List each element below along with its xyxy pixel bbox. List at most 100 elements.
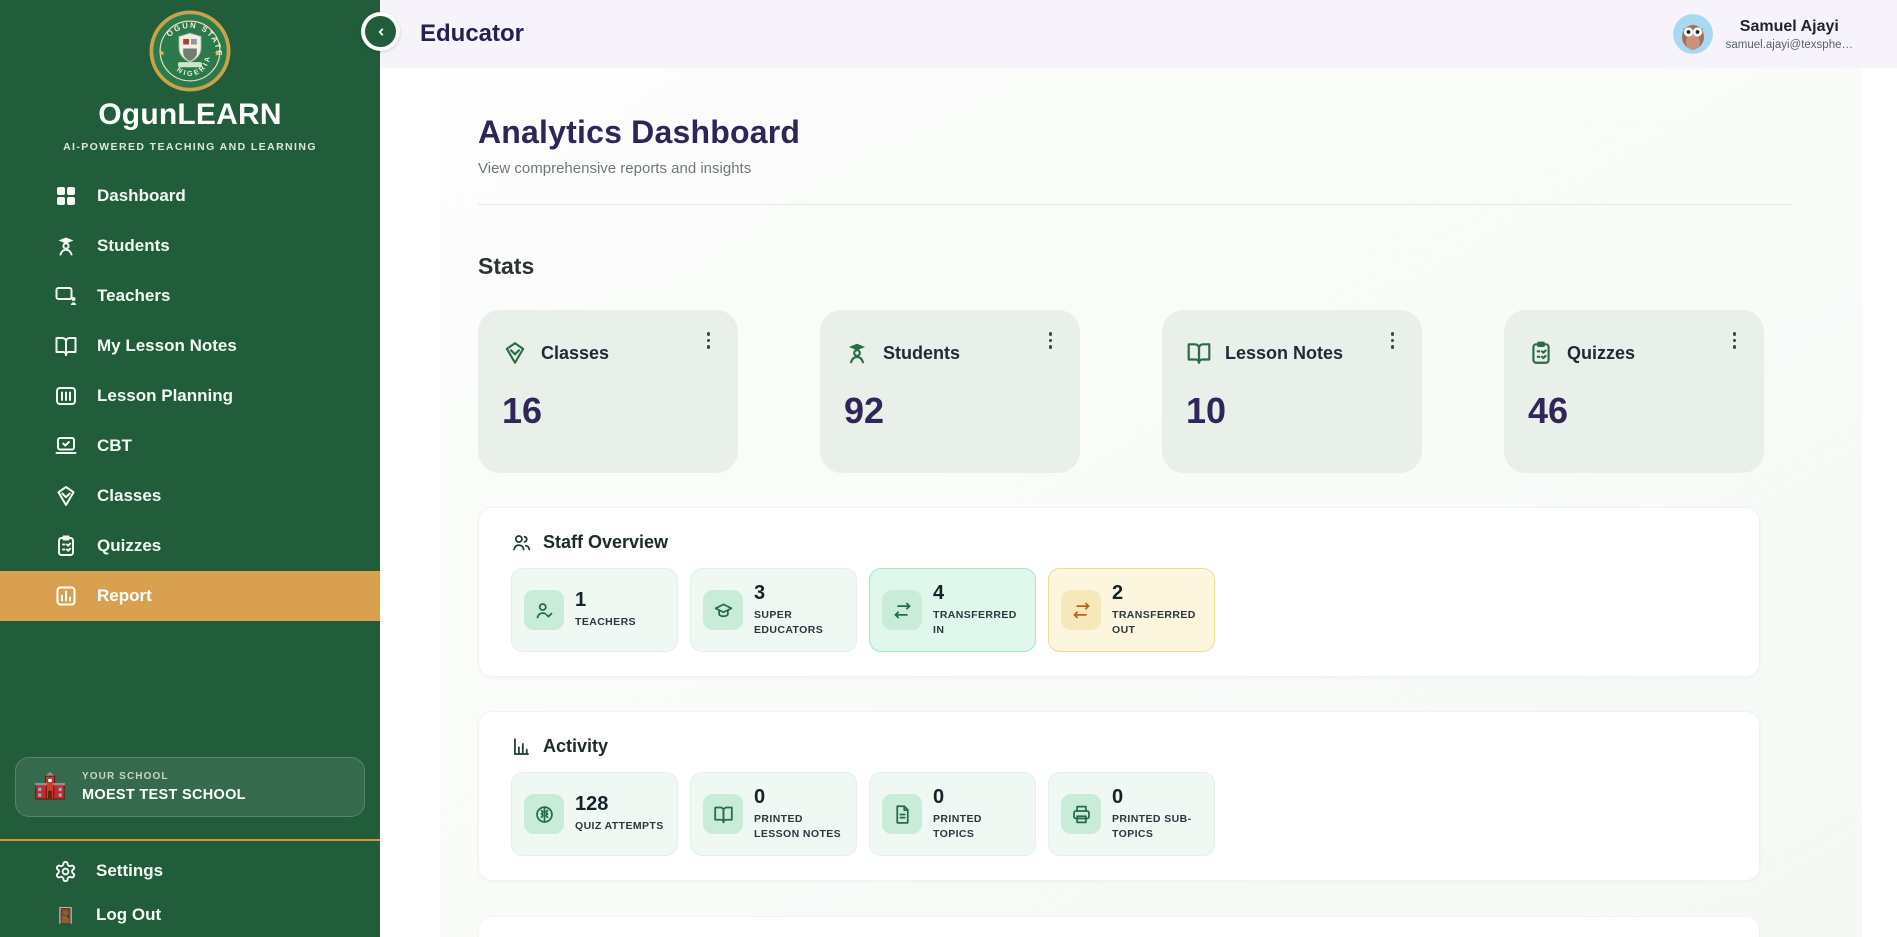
- sidebar-item-cbt[interactable]: CBT: [0, 421, 380, 471]
- kebab-menu-icon[interactable]: [1045, 328, 1057, 353]
- lesson-planning-icon: [56, 387, 76, 405]
- sidebar-item-label: Classes: [97, 486, 162, 505]
- stat-card-quizzes: Quizzes 46: [1504, 310, 1764, 473]
- staff-cards-row: 1 TEACHERS 3 SUPER E: [511, 568, 1759, 652]
- kebab-menu-icon[interactable]: [703, 328, 715, 353]
- school-label: YOUR SCHOOL: [82, 771, 169, 782]
- stat-label: Quizzes: [1567, 342, 1636, 363]
- activity-card-printed-lesson-notes: 0 PRINTED LESSON NOTES: [690, 772, 857, 856]
- sidebar-item-label: Quizzes: [97, 536, 162, 555]
- brand-title: OgunLEARN: [98, 98, 282, 131]
- sidebar-item-teachers[interactable]: Teachers: [0, 271, 380, 321]
- stat-label: Students: [883, 342, 961, 363]
- page-title: Analytics Dashboard: [478, 114, 801, 150]
- staff-card-super-educators: 3 SUPER EDUCATORS: [690, 568, 857, 652]
- stat-value: 3: [754, 581, 766, 604]
- chevron-left-icon: [365, 16, 396, 47]
- brand-tagline: AI-POWERED TEACHING AND LEARNING: [63, 141, 317, 153]
- activity-card-printed-topics: 0 PRINTED TOPICS: [869, 772, 1036, 856]
- user-menu[interactable]: Samuel Ajayi samuel.ajayi@texsphe…: [1672, 14, 1853, 54]
- stat-label: TRANSFERRED OUT: [1112, 608, 1196, 636]
- stat-label: QUIZ ATTEMPTS: [575, 820, 664, 833]
- kebab-menu-icon[interactable]: [1387, 328, 1399, 353]
- kebab-menu-icon[interactable]: [1729, 328, 1741, 353]
- quiz-clipboard-icon: [1532, 341, 1550, 364]
- user-info: Samuel Ajayi samuel.ajayi@texsphe…: [1726, 18, 1853, 51]
- school-name: MOEST TEST SCHOOL: [82, 787, 246, 803]
- stats-cards-row: Classes 16 Students 92: [478, 310, 1862, 473]
- transfer-arrows-icon: [882, 590, 922, 630]
- section-title: Activity: [543, 736, 609, 756]
- sidebar-item-quizzes[interactable]: Quizzes: [0, 521, 380, 571]
- sidebar-item-label: Students: [97, 236, 170, 255]
- avatar: [1672, 14, 1713, 54]
- sidebar-item-classes[interactable]: Classes: [0, 471, 380, 521]
- stat-label: PRINTED LESSON NOTES: [754, 812, 842, 840]
- staff-card-teachers: 1 TEACHERS: [511, 568, 678, 652]
- cbt-laptop-icon: [55, 437, 77, 454]
- dashboard-icon: [57, 187, 75, 205]
- sidebar-nav: Dashboard Students Teachers My Lesson: [0, 171, 380, 621]
- ogun-state-logo: OGUN STATE NIGERIA ★ ★: [149, 10, 231, 92]
- transfer-arrows-icon: [1061, 590, 1101, 630]
- bar-chart-icon: [514, 738, 529, 755]
- graduation-cap-icon: [703, 590, 743, 630]
- printer-icon: [1061, 794, 1101, 834]
- stat-card-students: Students 92: [820, 310, 1080, 473]
- sidebar-item-my-lesson-notes[interactable]: My Lesson Notes: [0, 321, 380, 371]
- brain-icon: [524, 794, 564, 834]
- stat-card-lesson-notes: Lesson Notes 10: [1162, 310, 1422, 473]
- stat-value: 0: [1112, 785, 1124, 808]
- stat-label: SUPER EDUCATORS: [754, 608, 824, 636]
- sidebar-item-dashboard[interactable]: Dashboard: [0, 171, 380, 221]
- stats-section-title: Stats: [478, 253, 535, 279]
- stat-label: PRINTED SUB-TOPICS: [1112, 812, 1192, 840]
- stat-label: Lesson Notes: [1225, 342, 1344, 363]
- user-check-icon: [524, 590, 564, 630]
- stat-value: 2: [1112, 581, 1124, 604]
- sidebar-item-report[interactable]: Report: [0, 571, 380, 621]
- stat-value: 46: [1528, 390, 1569, 431]
- door-icon: [59, 906, 72, 924]
- logout-button[interactable]: Log Out: [0, 893, 380, 937]
- sidebar-item-label: Dashboard: [97, 186, 186, 205]
- stat-value: 0: [754, 785, 766, 808]
- sidebar-item-label: My Lesson Notes: [97, 336, 237, 355]
- user-email: samuel.ajayi@texsphe…: [1725, 38, 1853, 51]
- stat-label: Classes: [541, 342, 610, 363]
- sidebar-item-label: Report: [97, 586, 152, 605]
- report-chart-icon: [56, 586, 76, 606]
- sidebar-item-lesson-planning[interactable]: Lesson Planning: [0, 371, 380, 421]
- brand: OGUN STATE NIGERIA ★ ★ OgunLEARN AI-POWE…: [0, 0, 380, 153]
- staff-card-transferred-in: 4 TRANSFERRED IN: [869, 568, 1036, 652]
- stat-label: PRINTED TOPICS: [933, 812, 982, 840]
- sidebar-item-settings[interactable]: Settings: [0, 849, 380, 893]
- page-role-title: Educator: [420, 20, 525, 47]
- stat-value: 4: [933, 581, 945, 604]
- stat-value: 0: [933, 785, 945, 808]
- file-text-icon: [882, 794, 922, 834]
- book-open-icon: [703, 794, 743, 834]
- logout-label: Log Out: [96, 905, 162, 924]
- activity-section: Activity 128: [478, 711, 1760, 881]
- users-icon: [513, 535, 531, 551]
- sidebar-divider: [0, 839, 380, 841]
- stat-value: 128: [575, 793, 609, 816]
- sidebar-item-label: Teachers: [97, 286, 171, 305]
- sidebar-item-label: CBT: [97, 436, 132, 455]
- activity-card-quiz-attempts: 128 QUIZ ATTEMPTS: [511, 772, 678, 856]
- activity-cards-row: 128 QUIZ ATTEMPTS 0: [511, 772, 1759, 856]
- quiz-clipboard-icon: [58, 535, 74, 556]
- sidebar-collapse-button[interactable]: [361, 12, 400, 51]
- activity-card-printed-sub-topics: 0 PRINTED SUB-TOPICS: [1048, 772, 1215, 856]
- staff-card-transferred-out: 2 TRANSFERRED OUT: [1048, 568, 1215, 652]
- topbar: Educator Samuel Ajayi samuel.ajayi@texsp…: [380, 0, 1897, 68]
- settings-label: Settings: [96, 861, 164, 880]
- student-icon: [848, 343, 866, 364]
- content-panel: Analytics Dashboard View comprehensive r…: [440, 68, 1862, 937]
- staff-overview-section: Staff Overview 1 TEACHE: [478, 507, 1760, 677]
- gem-icon: [57, 486, 75, 506]
- school-card: YOUR SCHOOL MOEST TEST SCHOOL: [15, 757, 365, 817]
- sidebar-item-students[interactable]: Students: [0, 221, 380, 271]
- stat-label: TEACHERS: [575, 616, 636, 629]
